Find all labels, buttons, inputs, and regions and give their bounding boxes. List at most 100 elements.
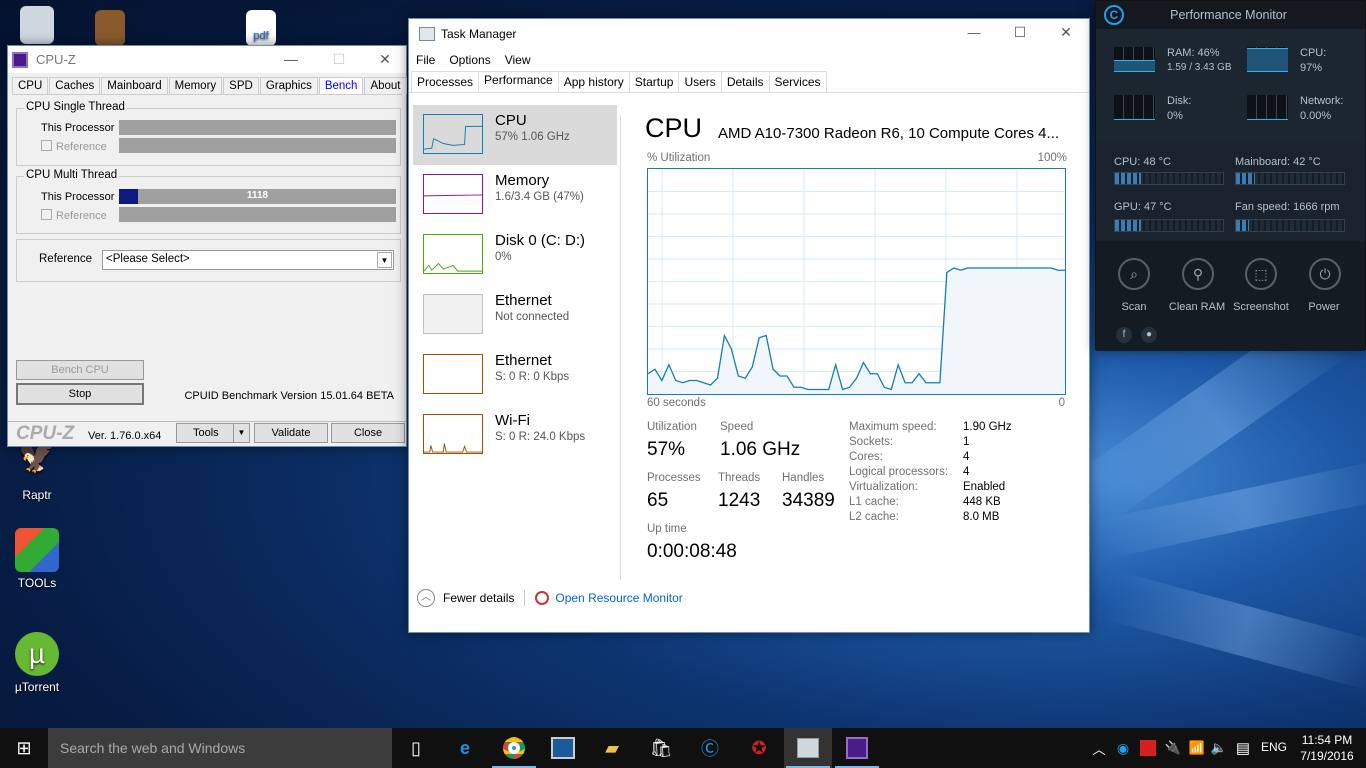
desktop-icon-raptr[interactable]: 🦅 Raptr <box>2 440 72 502</box>
sidebar-item[interactable]: Disk 0 (C: D:) 0% <box>413 225 617 285</box>
language-indicator[interactable]: ENG <box>1261 740 1288 754</box>
temperature-section: CPU: 48 °C Mainboard: 42 °C GPU: 47 °C F… <box>1096 143 1365 241</box>
tab-processes[interactable]: Processes <box>411 71 480 92</box>
spec-label: Cores: <box>849 451 883 463</box>
multi-thread-group: CPU Multi Thread This Processor 1118 Ref… <box>16 169 401 234</box>
tab-caches[interactable]: Caches <box>49 77 101 94</box>
menu-file[interactable]: File <box>416 53 436 67</box>
power-button[interactable]: ⏻ <box>1309 258 1341 290</box>
sidebar-item[interactable]: Ethernet Not connected <box>413 285 617 345</box>
disk-label: Disk: <box>1167 95 1192 107</box>
reference-checkbox[interactable]: Reference <box>41 140 107 153</box>
screenshot-button[interactable]: ⬚ <box>1245 258 1277 290</box>
this-processor-label: This Processor <box>41 122 115 134</box>
close-button[interactable]: ✕ <box>1060 24 1072 40</box>
action-center-icon[interactable]: ▤ <box>1235 740 1251 757</box>
avira-icon[interactable] <box>1137 728 1159 768</box>
scan-button[interactable]: ⌕ <box>1118 258 1150 290</box>
time: 11:54 PM <box>1301 733 1353 747</box>
cpu-area <box>648 268 1065 394</box>
show-hidden-icons-chevron-icon[interactable]: ︿ <box>1092 741 1106 757</box>
edge-icon[interactable]: e <box>459 737 470 758</box>
reference-checkbox[interactable]: Reference <box>41 209 107 222</box>
piriform-icon[interactable]: ● <box>1141 327 1157 343</box>
tab-users[interactable]: Users <box>678 71 722 92</box>
wifi-icon[interactable]: 📶 <box>1188 740 1206 755</box>
sidebar-item[interactable]: Wi-Fi S: 0 R: 24.0 Kbps <box>413 405 617 465</box>
tab-details[interactable]: Details <box>720 71 770 92</box>
minimize-button[interactable]: — <box>284 51 298 67</box>
benchmark-version: CPUID Benchmark Version 15.01.64 BETA <box>184 390 394 402</box>
store-icon[interactable]: 🛍 <box>649 737 673 758</box>
minimize-button[interactable]: — <box>967 25 981 40</box>
sidebar-item[interactable]: CPU 57% 1.06 GHz <box>413 105 617 165</box>
group-legend: CPU Single Thread <box>24 101 127 113</box>
chrome-icon[interactable] <box>490 728 538 768</box>
tab-memory[interactable]: Memory <box>168 77 223 94</box>
graph-border <box>647 168 1066 395</box>
cpuz-taskbar-icon[interactable] <box>833 728 881 768</box>
sidebar-item-name: CPU <box>495 112 527 129</box>
tab-performance[interactable]: Performance <box>478 71 559 92</box>
clean-ram-button[interactable]: ⚲ <box>1182 258 1214 290</box>
pdf-file-icon[interactable]: pdf <box>226 10 296 50</box>
single-thread-group: CPU Single Thread This Processor Referen… <box>16 101 401 166</box>
maximize-button[interactable]: ☐ <box>1013 24 1027 40</box>
windows-logo-icon: ⊞ <box>16 737 32 758</box>
tab-services[interactable]: Services <box>768 71 827 92</box>
picture-file-icon[interactable] <box>75 10 145 50</box>
tab-startup[interactable]: Startup <box>628 71 680 92</box>
recycle-bin-icon[interactable] <box>2 6 72 48</box>
tab-about[interactable]: About <box>364 77 407 94</box>
tab-bench[interactable]: Bench <box>318 77 364 94</box>
search-box[interactable]: Search the web and Windows <box>48 728 392 768</box>
maximize-button[interactable]: ☐ <box>332 51 346 67</box>
tab-app-history[interactable]: App history <box>557 71 630 92</box>
tab-graphics[interactable]: Graphics <box>259 77 318 94</box>
cpuz-logo: CPU-Z <box>16 423 75 444</box>
task-view-icon[interactable]: ▯ <box>411 737 421 758</box>
ccleaner-tray-icon[interactable]: ◉ <box>1116 739 1130 756</box>
chevron-down-icon[interactable]: ▼ <box>233 424 249 442</box>
clock[interactable]: 11:54 PM 7/19/2016 <box>1296 732 1358 764</box>
menu-view[interactable]: View <box>504 53 531 67</box>
dolby-icon[interactable] <box>539 728 587 768</box>
chevron-up-icon[interactable]: ︿ <box>417 589 435 607</box>
reference-select[interactable]: <Please Select> ▼ <box>102 250 394 270</box>
tab-mainboard[interactable]: Mainboard <box>101 77 168 94</box>
desktop-icon-tools[interactable]: TOOLs <box>2 528 72 590</box>
taskbar: ⊞ Search the web and Windows ▯ e ▰ 🛍 Ⓒ ✪… <box>0 728 1366 768</box>
ccleaner-icon[interactable]: Ⓒ <box>701 739 719 759</box>
volume-icon[interactable]: 🔈 <box>1210 740 1228 755</box>
sidebar-item[interactable]: Memory 1.6/3.4 GB (47%) <box>413 165 617 225</box>
close-app-button[interactable]: Close <box>331 423 405 443</box>
desktop-icon-utorrent[interactable]: µ µTorrent <box>2 632 72 694</box>
cpu-line <box>647 267 1065 391</box>
handles-label: Handles <box>782 472 825 484</box>
wallpaper-ray <box>1103 570 1366 692</box>
file-explorer-icon[interactable]: ▰ <box>605 737 619 758</box>
menu-options[interactable]: Options <box>449 53 491 67</box>
facebook-icon[interactable]: f <box>1116 327 1132 343</box>
task-manager-taskbar-icon[interactable] <box>784 728 832 768</box>
tab-cpu[interactable]: CPU <box>12 77 49 94</box>
cpu-meter <box>1247 47 1288 72</box>
speed-value: 1.06 GHz <box>720 439 801 460</box>
start-button[interactable]: ⊞ <box>0 728 48 768</box>
raptr-tray-icon[interactable]: ✪ <box>751 737 767 758</box>
bench-cpu-button[interactable]: Bench CPU <box>16 360 144 380</box>
fewer-details-link[interactable]: Fewer details <box>443 591 515 605</box>
resource-sidebar: CPU 57% 1.06 GHz Memory 1.6/3.4 GB (47%)… <box>413 105 617 465</box>
stop-button[interactable]: Stop <box>16 383 144 405</box>
tools-button[interactable]: Tools ▼ <box>176 423 250 443</box>
search-icon: ⌕ <box>1130 266 1138 282</box>
date: 7/19/2016 <box>1300 749 1354 763</box>
sidebar-item[interactable]: Ethernet S: 0 R: 0 Kbps <box>413 345 617 405</box>
tab-spd[interactable]: SPD <box>223 77 259 94</box>
validate-button[interactable]: Validate <box>254 423 328 443</box>
battery-icon[interactable]: 🔌 <box>1164 740 1182 755</box>
open-resource-monitor-link[interactable]: Open Resource Monitor <box>555 591 683 605</box>
close-button[interactable]: ✕ <box>379 51 391 67</box>
ram-detail: 1.59 / 3.43 GB <box>1167 62 1232 73</box>
spec-label: Maximum speed: <box>849 421 937 433</box>
